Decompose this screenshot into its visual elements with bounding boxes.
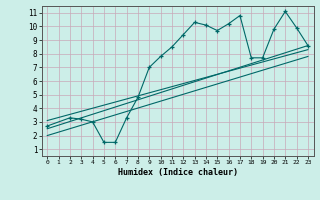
X-axis label: Humidex (Indice chaleur): Humidex (Indice chaleur) xyxy=(118,168,237,177)
